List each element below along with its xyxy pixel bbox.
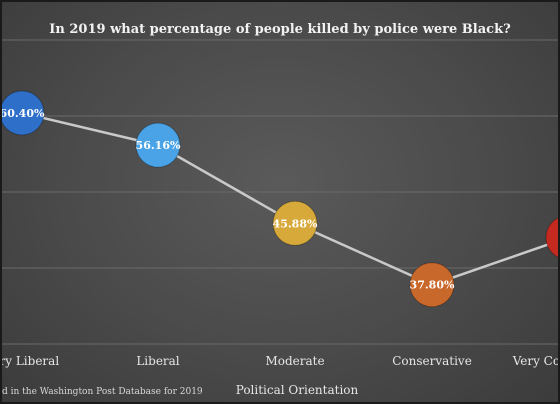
x-tick-label: Liberal	[136, 354, 179, 368]
series-line	[21, 111, 560, 287]
point-marker	[409, 262, 455, 308]
point-marker	[0, 90, 45, 136]
x-tick-label: Very Liberal	[0, 354, 59, 368]
x-axis-label: Political Orientation	[236, 383, 359, 397]
data-label: 56.16%	[136, 139, 181, 152]
chart-title: In 2019 what percentage of people killed…	[49, 22, 511, 37]
data-label: 37.80%	[410, 279, 455, 292]
point-marker	[135, 122, 181, 168]
data-point: 60.40%	[0, 90, 45, 136]
x-tick-labels: Very Liberal Liberal Moderate Conservative V…	[0, 354, 560, 368]
data-point: 56.16%	[135, 122, 181, 168]
point-marker	[545, 216, 560, 259]
point-marker	[272, 200, 318, 246]
source-footnote: d in the Washington Post Database for 20…	[2, 387, 203, 397]
gridlines	[0, 39, 560, 345]
data-point: 37.80%	[409, 262, 455, 308]
data-markers: 60.40% 56.16% 45.88% 37.80% 44	[0, 90, 560, 308]
x-tick-label: Moderate	[265, 354, 324, 368]
data-label: 45.88%	[273, 217, 318, 230]
x-tick-label: Very Conservative	[512, 354, 560, 368]
data-label: 60.40%	[0, 107, 45, 120]
x-tick-label: Conservative	[392, 354, 472, 368]
data-point: 44	[545, 216, 560, 259]
data-point: 45.88%	[272, 200, 318, 246]
